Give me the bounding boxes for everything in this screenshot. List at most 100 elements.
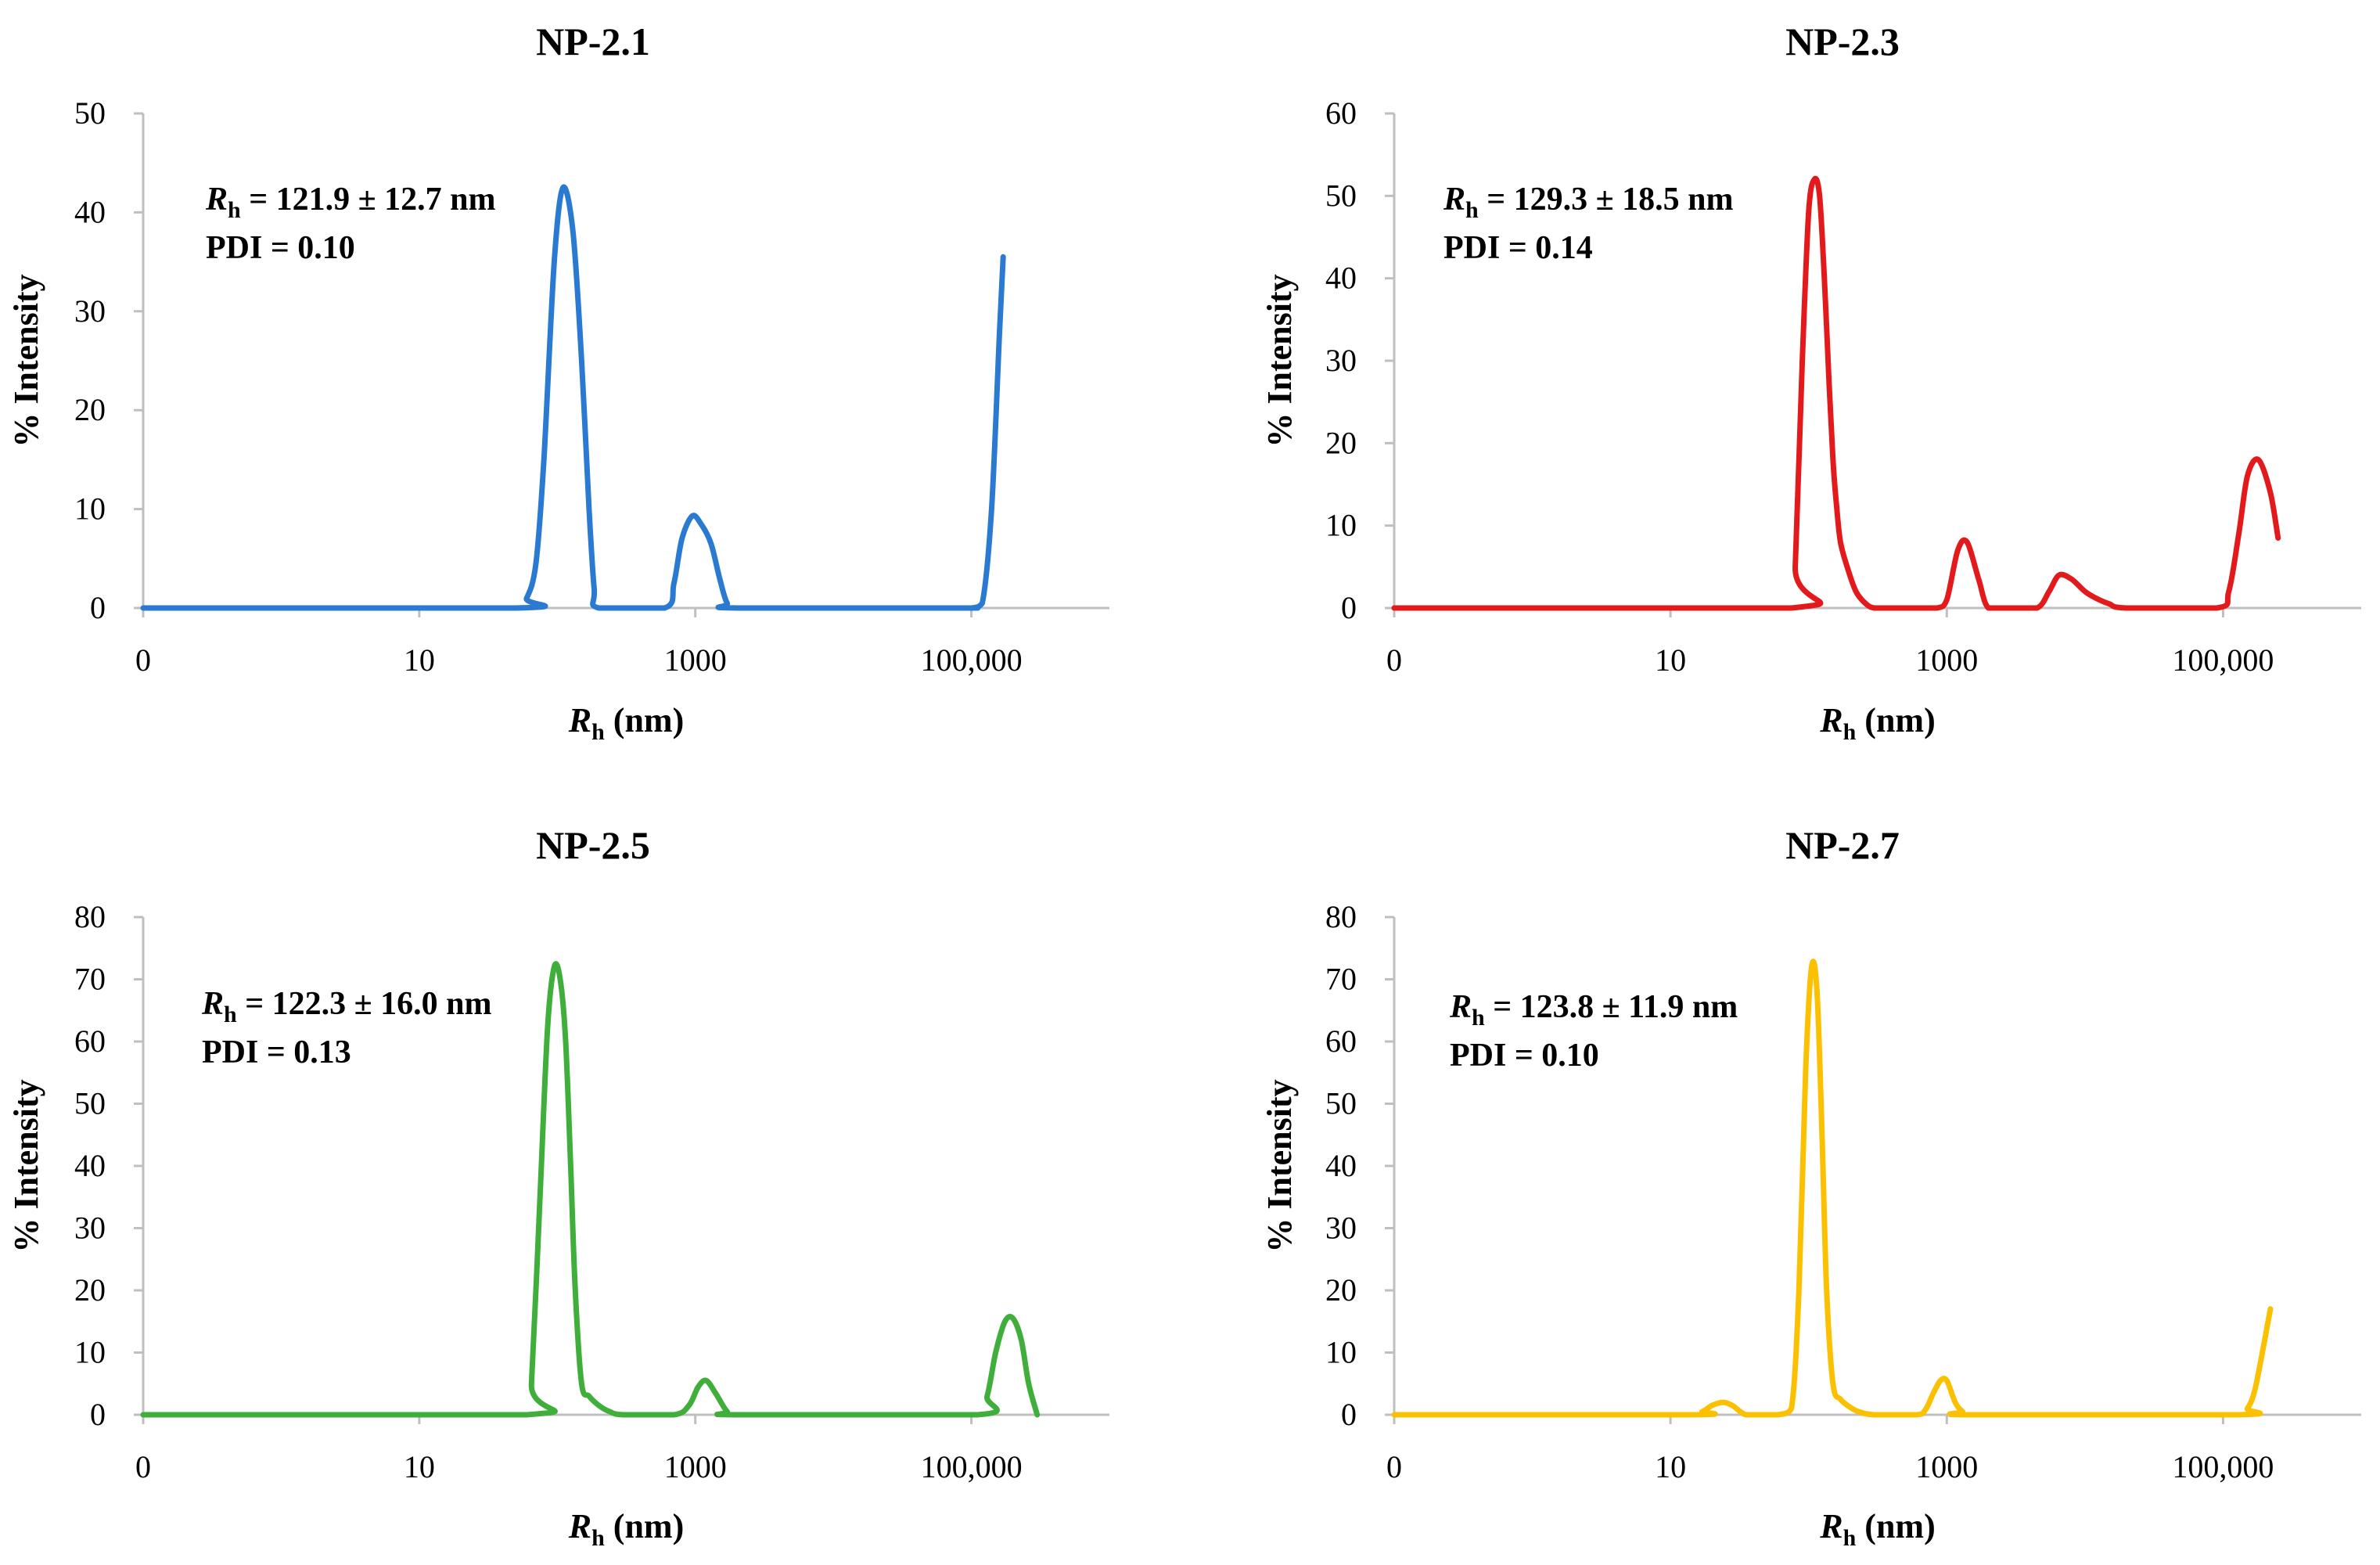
x-axis-title-symbol: R [568,701,591,739]
annotation-rh-subscript: h [1465,197,1479,223]
y-tick-label: 30 [1325,343,1357,378]
annotation-rh-subscript: h [1472,1005,1485,1031]
annotation-rh: Rh = 123.8 ± 11.9 nm [1449,989,1738,1031]
y-tick-label: 0 [90,590,106,625]
y-tick-label: 0 [1341,590,1357,625]
x-axis-title-unit: (nm) [605,1507,684,1545]
y-axis-title: % Intensity [1260,1079,1299,1252]
x-axis-title-unit: (nm) [1856,701,1935,739]
y-tick-label: 50 [1325,1086,1357,1121]
x-axis-title-unit: (nm) [1856,1507,1935,1545]
chart-panel-np-2-5: NP-2.5 0 10 20 30 40 50 60 70 80 0 10 1000 100,000 % I… [7,823,1109,1551]
annotation-rh-value: = 122.3 ± 16.0 nm [237,986,492,1022]
y-tick-label: 40 [74,1148,106,1183]
x-axis-title-symbol: R [1819,1507,1843,1545]
chart-title: NP-2.5 [536,823,650,867]
x-tick-label: 1000 [664,642,727,678]
x-tick-label: 100,000 [2172,642,2274,678]
chart-title: NP-2.3 [1785,20,1900,63]
y-tick-label: 60 [74,1024,106,1059]
annotation-pdi: PDI = 0.10 [206,230,355,266]
x-tick-label: 0 [1386,642,1402,678]
x-tick-label: 0 [1386,1449,1402,1484]
annotation-pdi: PDI = 0.13 [202,1034,351,1070]
annotation-rh: Rh = 129.3 ± 18.5 nm [1443,182,1734,223]
annotation-rh: Rh = 121.9 ± 12.7 nm [205,182,496,223]
x-axis-title: Rh (nm) [568,701,684,745]
annotation-rh-value: = 121.9 ± 12.7 nm [241,182,496,218]
chart-panel-np-2-3: NP-2.3 0 10 20 30 40 50 60 0 10 1000 100,000 % Inten… [1260,20,2361,745]
y-tick-label: 50 [74,95,106,131]
y-axis-title: % Intensity [7,274,45,447]
x-axis-title: Rh (nm) [568,1507,684,1551]
y-tick-label: 10 [74,491,106,527]
y-tick-label: 70 [74,962,106,997]
y-tick-label: 80 [1325,899,1357,934]
y-tick-label: 20 [74,1272,106,1308]
series-line-np-2-3 [1391,175,2281,611]
annotation-rh-symbol: R [1449,989,1472,1025]
chart-panel-np-2-7: NP-2.7 0 10 20 30 40 50 60 70 80 0 10 1000 100,000 % I… [1260,823,2361,1551]
series-line-np-2-1 [140,184,1006,611]
x-tick-label: 0 [135,642,151,678]
y-tick-label: 60 [1325,95,1357,131]
y-tick-label: 20 [74,392,106,427]
y-tick-label: 50 [1325,178,1357,213]
chart-panel-np-2-1: NP-2.1 0 10 20 30 40 50 0 10 1000 100,000 % Intensi… [7,20,1109,745]
annotation-rh-subscript: h [224,1002,237,1027]
y-tick-label: 30 [74,1211,106,1246]
annotation-rh: Rh = 122.3 ± 16.0 nm [201,986,492,1027]
annotation-rh-symbol: R [205,182,228,218]
x-tick-label: 0 [135,1449,151,1484]
x-axis-title-unit: (nm) [605,701,684,739]
annotation-rh-subscript: h [228,197,241,223]
x-axis-title-subscript: h [591,719,605,745]
series-line-np-2-7 [1391,959,2274,1418]
y-tick-label: 80 [74,899,106,934]
x-axis-title-subscript: h [1843,1525,1857,1551]
y-tick-label: 10 [74,1335,106,1370]
y-tick-label: 60 [1325,1024,1357,1059]
annotation-rh-symbol: R [1443,182,1465,218]
x-tick-label: 10 [404,642,435,678]
y-tick-label: 50 [74,1086,106,1121]
y-tick-label: 10 [1325,508,1357,543]
x-tick-label: 10 [1655,642,1686,678]
annotation-rh-value: = 123.8 ± 11.9 nm [1485,989,1738,1025]
x-axis-title: Rh (nm) [1819,1507,1935,1551]
y-tick-label: 10 [1325,1335,1357,1370]
annotation-pdi: PDI = 0.10 [1450,1038,1599,1074]
x-tick-label: 10 [1655,1449,1686,1484]
y-tick-label: 40 [1325,261,1357,296]
series-line-np-2-5 [140,961,1041,1418]
y-tick-label: 30 [1325,1211,1357,1246]
x-axis-title-subscript: h [1843,719,1857,745]
x-axis-title-subscript: h [591,1525,605,1551]
y-tick-label: 40 [74,194,106,229]
x-tick-label: 1000 [1915,1449,1978,1484]
annotation-pdi: PDI = 0.14 [1443,230,1593,266]
y-tick-label: 0 [90,1397,106,1432]
chart-title: NP-2.1 [536,20,650,63]
y-tick-label: 20 [1325,425,1357,460]
y-axis-title: % Intensity [1260,274,1299,447]
y-tick-label: 40 [1325,1148,1357,1183]
chart-title: NP-2.7 [1785,823,1900,867]
y-tick-label: 70 [1325,962,1357,997]
x-axis-title: Rh (nm) [1819,701,1935,745]
annotation-rh-value: = 129.3 ± 18.5 nm [1479,182,1734,218]
x-tick-label: 100,000 [921,642,1023,678]
y-tick-label: 20 [1325,1272,1357,1308]
x-tick-label: 10 [404,1449,435,1484]
x-tick-label: 100,000 [921,1449,1023,1484]
y-tick-label: 0 [1341,1397,1357,1432]
x-tick-label: 1000 [664,1449,727,1484]
y-tick-label: 30 [74,293,106,329]
x-tick-label: 100,000 [2172,1449,2274,1484]
x-tick-label: 1000 [1915,642,1978,678]
x-axis-title-symbol: R [568,1507,591,1545]
x-axis-title-symbol: R [1819,701,1843,739]
y-axis-title: % Intensity [7,1079,45,1252]
